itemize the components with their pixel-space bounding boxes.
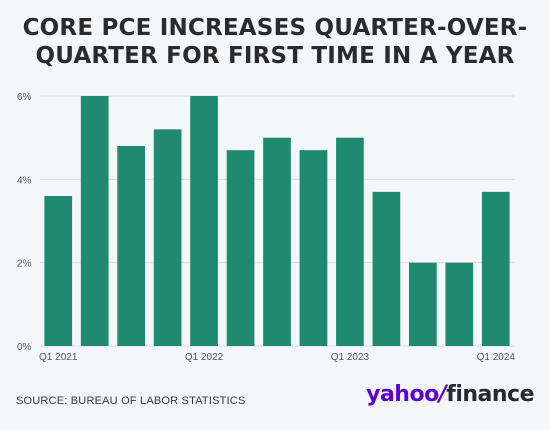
bar: [190, 96, 218, 346]
chart-title-line-1: CORE PCE INCREASES QUARTER-OVER-: [22, 15, 528, 41]
bar: [336, 137, 364, 346]
bar: [445, 262, 474, 346]
bar: [80, 96, 109, 346]
x-tick-label: Q1 2023: [331, 352, 370, 363]
logo-finance-text: finance: [446, 382, 534, 407]
x-tick-label: Q1 2021: [39, 352, 78, 363]
y-tick-label: 0%: [17, 342, 32, 353]
bar-chart: 0% 2% 4% 6% Q1 2021 Q1 2022 Q1 2023 Q1 2024: [17, 92, 516, 363]
chart-title: CORE PCE INCREASES QUARTER-OVER- QUARTER…: [0, 14, 550, 70]
bar: [44, 196, 73, 346]
source-note: SOURCE: BUREAU OF LABOR STATISTICS: [16, 395, 246, 407]
bar: [408, 262, 437, 346]
bar: [372, 191, 401, 346]
y-tick-label: 6%: [17, 92, 32, 103]
bar: [153, 129, 182, 346]
logo-slash: /: [438, 382, 447, 407]
bar: [299, 150, 328, 346]
bar: [263, 137, 291, 346]
x-tick-label: Q1 2022: [185, 352, 224, 363]
x-tick-label: Q1 2024: [477, 352, 516, 363]
y-tick-label: 4%: [17, 175, 32, 186]
bar: [117, 146, 146, 346]
y-tick-label: 2%: [17, 259, 32, 270]
logo-yahoo-text: yahoo: [366, 382, 439, 407]
yahoo-finance-logo: yahoo/finance: [366, 382, 534, 407]
chart-title-line-2: QUARTER FOR FIRST TIME IN A YEAR: [35, 43, 515, 69]
bar: [226, 150, 255, 346]
bar: [481, 191, 510, 346]
